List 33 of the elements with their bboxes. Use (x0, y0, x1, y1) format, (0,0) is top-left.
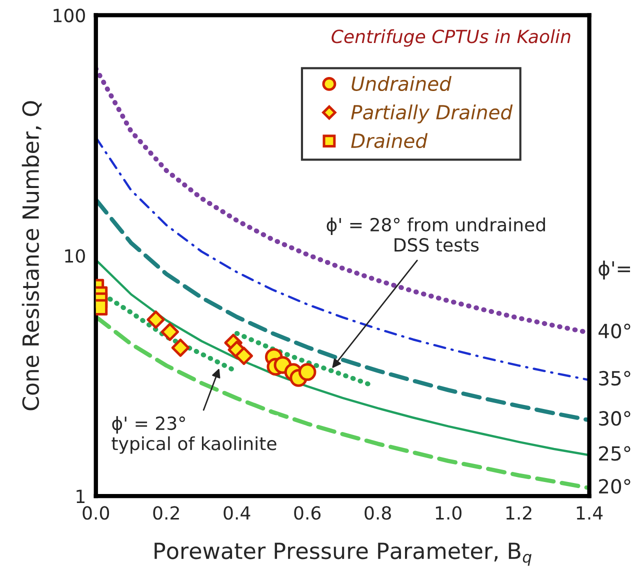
point (298, 363, 316, 381)
line-series (96, 258, 590, 456)
legend-title: Centrifuge CPTUs in Kaolin (332, 29, 570, 47)
x-tick-label: 1.2 (506, 506, 532, 520)
x-tick-label: 0.4 (224, 506, 250, 520)
y-tick-label: 1 (76, 490, 84, 503)
x-tick-label: 1.4 (576, 506, 603, 520)
text: ϕ'= (598, 260, 630, 280)
annotation: 20° (599, 478, 630, 494)
annotation: ϕ' = 23° typical of kaolinite (112, 416, 276, 454)
x-tick-label: 0.6 (294, 506, 321, 520)
annotation: 30° (599, 411, 630, 426)
point (171, 338, 190, 357)
x-tick-label: 0.0 (82, 506, 110, 520)
x-tick-label: 1.0 (436, 506, 462, 520)
annotation: 25° (599, 446, 630, 461)
annotation: 40° (598, 324, 630, 338)
x-tick-label: 0.8 (364, 506, 391, 520)
annotation: ϕ' = 28° from undrained DSS tests (326, 218, 545, 252)
point (160, 322, 179, 341)
y-tick-label: 100 (54, 8, 85, 22)
point (234, 346, 254, 365)
line-series (96, 314, 590, 490)
x-tick-label: 0.2 (153, 506, 179, 520)
y-tick-label: 10 (65, 249, 85, 263)
annotation: 35° (599, 370, 630, 386)
legend-label: Drained (351, 133, 428, 148)
legend-label: Undrained (352, 76, 452, 92)
legend-label: Partially Drained (351, 104, 513, 124)
line-series (108, 296, 236, 372)
y-axis-title: Cone Resistance Number, Q (22, 101, 42, 410)
x-axis-title: Porewater Pressure Parameter, B$_{q}$ (154, 542, 532, 566)
point (146, 310, 165, 329)
